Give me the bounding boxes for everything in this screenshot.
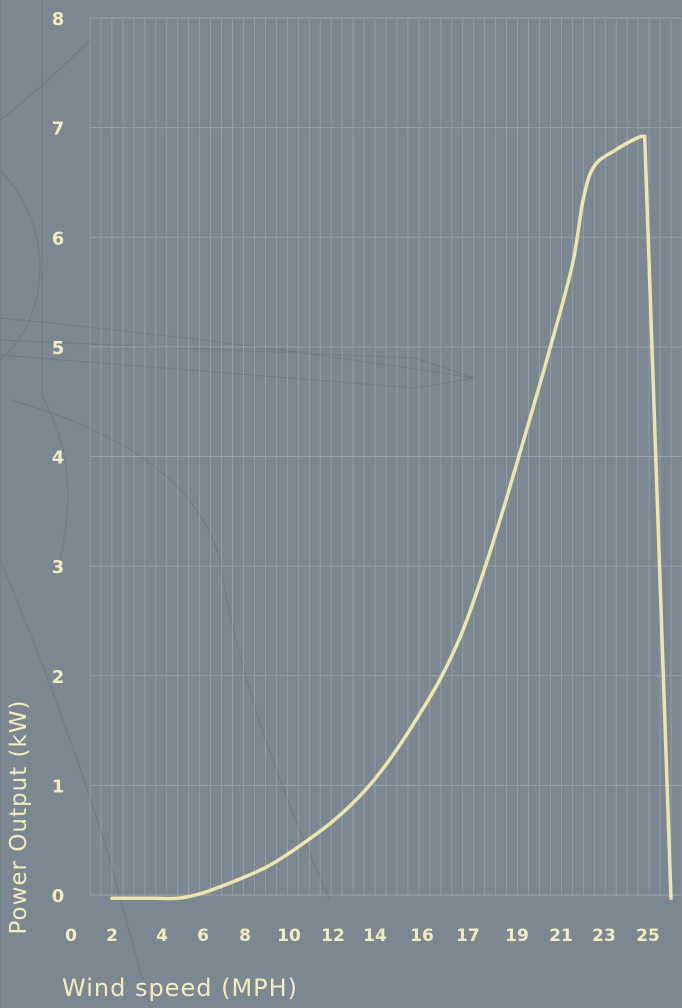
blueprint-line [0,169,41,361]
blueprint-line [0,39,91,121]
x-tick-label: 16 [410,926,434,946]
y-tick-label: 6 [52,228,65,249]
x-tick-label: 10 [277,926,301,946]
y-tick-label: 2 [52,667,65,688]
y-tick-label: 3 [52,557,65,578]
y-tick-label: 4 [52,448,65,469]
blueprint-line [9,399,331,901]
blueprint-line [47,407,69,561]
x-tick-label: 0 [65,926,77,946]
x-axis-label: Wind speed (MPH) [62,974,299,1002]
blueprint-line [0,317,476,379]
y-tick-label: 5 [52,338,65,359]
x-tick-label: 8 [239,926,251,946]
blueprint-line [41,0,49,409]
x-tick-label: 25 [636,926,660,946]
y-tick-label: 7 [52,119,65,140]
y-axis-label: Power Output (kW) [6,699,32,935]
x-tick-label: 2 [106,926,118,946]
y-tick-label: 8 [52,9,65,30]
x-tick-label: 17 [456,926,480,946]
x-tick-label: 6 [197,926,209,946]
x-tick-label: 23 [592,926,616,946]
x-tick-label: 14 [363,926,387,946]
y-tick-label: 1 [52,776,65,797]
grid [89,17,682,896]
x-tick-label: 19 [505,926,529,946]
y-tick-label: 0 [52,886,65,907]
x-tick-labels: 0 2 4 6 8 10 12 14 16 17 19 21 23 25 [65,926,660,946]
y-tick-labels: 0 1 2 3 4 5 6 7 8 [52,9,65,907]
background-blueprint [0,0,476,1008]
blueprint-line [0,559,151,1008]
x-tick-label: 4 [156,926,168,946]
power-curve-line [110,134,673,901]
x-tick-label: 12 [321,926,345,946]
x-tick-label: 21 [549,926,573,946]
